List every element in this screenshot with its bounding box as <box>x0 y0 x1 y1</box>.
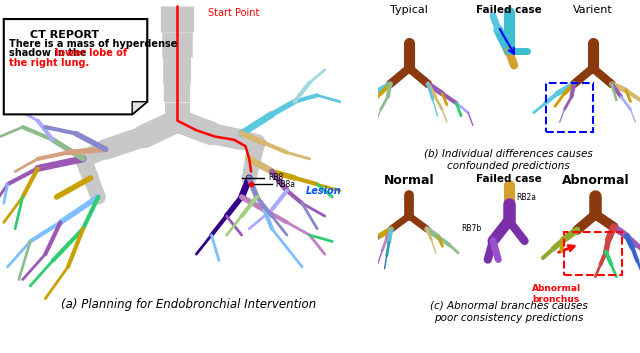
Text: Start Point: Start Point <box>207 8 259 18</box>
Text: shadow in the: shadow in the <box>10 48 90 58</box>
Text: (c) Abnormal branches causes
poor consistency predictions: (c) Abnormal branches causes poor consis… <box>430 300 588 323</box>
Text: Typical: Typical <box>390 5 428 15</box>
Text: (a) Planning for Endobronchial Intervention: (a) Planning for Endobronchial Intervent… <box>61 298 316 311</box>
Text: Lesion: Lesion <box>306 186 342 196</box>
Text: Varient: Varient <box>573 5 612 15</box>
Text: lower lobe of: lower lobe of <box>55 48 127 58</box>
Text: RB8a: RB8a <box>276 180 296 189</box>
Text: Failed case: Failed case <box>476 5 541 15</box>
Text: Abnormal
bronchus: Abnormal bronchus <box>531 285 580 305</box>
Text: RB2a: RB2a <box>516 193 537 202</box>
Text: RB7b: RB7b <box>461 224 482 233</box>
Text: (b) Individual differences causes
confounded predictions: (b) Individual differences causes confou… <box>424 148 593 171</box>
Text: the right lung.: the right lung. <box>10 58 90 68</box>
Text: Normal: Normal <box>384 174 435 187</box>
Text: Failed case: Failed case <box>476 174 541 184</box>
Bar <box>564 232 621 275</box>
Polygon shape <box>4 19 147 114</box>
Text: CT REPORT: CT REPORT <box>29 30 99 40</box>
Text: Abnormal: Abnormal <box>561 174 629 187</box>
Text: There is a mass of hyperdense: There is a mass of hyperdense <box>10 39 178 49</box>
Text: RB8: RB8 <box>268 173 284 183</box>
Bar <box>545 83 593 132</box>
Polygon shape <box>132 102 147 114</box>
